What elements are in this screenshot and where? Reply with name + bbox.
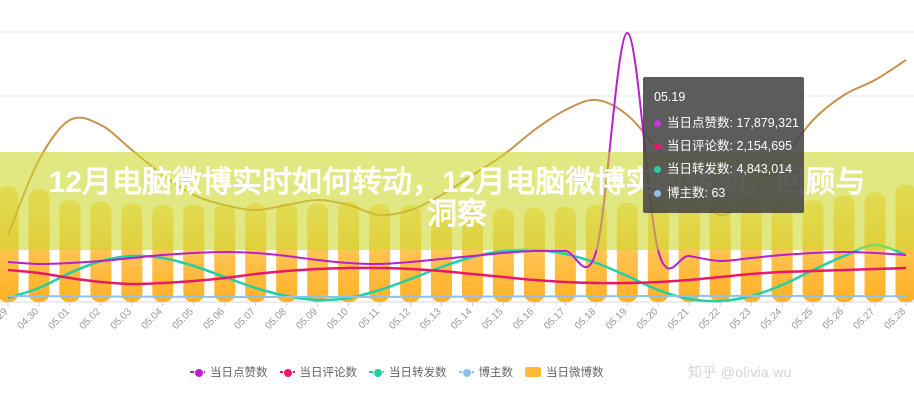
- svg-text:05.22: 05.22: [697, 306, 723, 332]
- svg-text:05.05: 05.05: [170, 306, 196, 332]
- svg-text:05.16: 05.16: [511, 306, 537, 332]
- svg-text:04.29: 04.29: [0, 306, 10, 332]
- svg-text:05.24: 05.24: [759, 306, 785, 332]
- svg-text:05.03: 05.03: [109, 306, 135, 332]
- svg-text:05.13: 05.13: [418, 306, 444, 332]
- svg-text:04.30: 04.30: [16, 306, 42, 332]
- svg-text:05.14: 05.14: [449, 306, 475, 332]
- svg-text:05.25: 05.25: [790, 306, 816, 332]
- svg-text:05.08: 05.08: [263, 306, 289, 332]
- svg-text:05.12: 05.12: [387, 306, 413, 332]
- svg-text:05.10: 05.10: [325, 306, 351, 332]
- svg-text:05.23: 05.23: [728, 306, 754, 332]
- svg-text:05.09: 05.09: [294, 306, 320, 332]
- svg-text:05.07: 05.07: [232, 306, 258, 332]
- svg-text:05.26: 05.26: [821, 306, 847, 332]
- svg-text:05.17: 05.17: [542, 306, 568, 332]
- svg-text:05.06: 05.06: [201, 306, 227, 332]
- svg-text:05.28: 05.28: [883, 306, 909, 332]
- svg-text:05.01: 05.01: [47, 306, 73, 332]
- svg-text:05.04: 05.04: [139, 306, 165, 332]
- svg-text:05.18: 05.18: [573, 306, 599, 332]
- svg-text:05.27: 05.27: [852, 306, 878, 332]
- svg-text:05.11: 05.11: [357, 306, 382, 331]
- svg-text:05.21: 05.21: [666, 306, 692, 332]
- svg-text:05.20: 05.20: [635, 306, 661, 332]
- svg-text:05.19: 05.19: [604, 306, 630, 332]
- svg-text:05.02: 05.02: [78, 306, 104, 332]
- svg-text:05.15: 05.15: [480, 306, 506, 332]
